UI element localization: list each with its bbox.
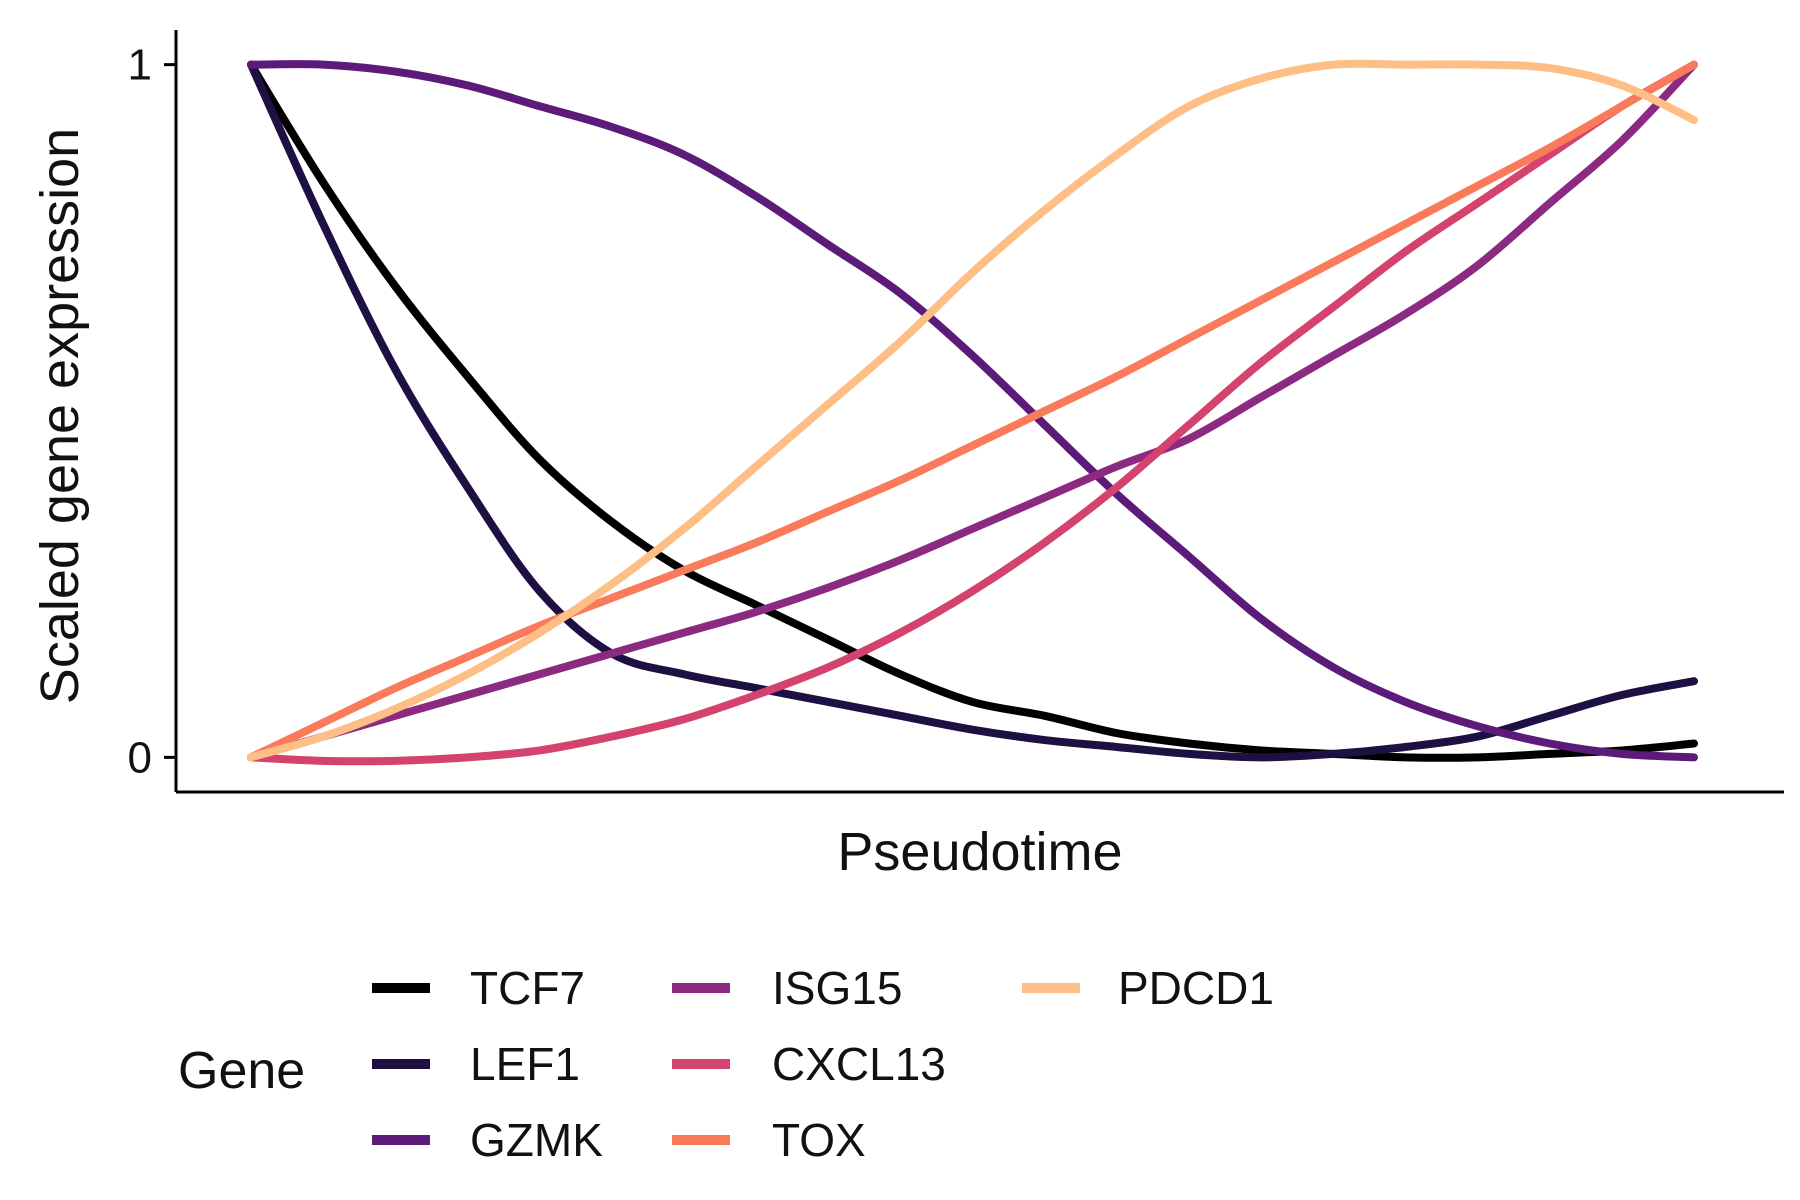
series-line-cxcl13 (247, 60, 1698, 766)
y-tick-label: 1 (128, 41, 152, 90)
series-line-lef1 (247, 60, 1698, 762)
y-tick-label: 0 (128, 733, 152, 782)
series-line-pdcd1 (247, 59, 1698, 762)
y-axis-ticks: 01 (128, 41, 176, 782)
legend-title: Gene (178, 1042, 305, 1100)
series-line-tox (247, 60, 1698, 762)
legend-label-lef1: LEF1 (470, 1038, 580, 1090)
y-axis-title: Scaled gene expression (30, 128, 90, 704)
legend-label-pdcd1: PDCD1 (1118, 962, 1274, 1014)
series-line-isg15 (247, 60, 1698, 762)
legend-label-tcf7: TCF7 (470, 962, 585, 1014)
x-axis-title: Pseudotime (837, 822, 1122, 882)
legend-label-cxcl13: CXCL13 (772, 1038, 946, 1090)
legend-label-isg15: ISG15 (772, 962, 902, 1014)
series-line-tcf7 (247, 60, 1698, 762)
legend-label-tox: TOX (772, 1114, 866, 1166)
legend-label-gzmk: GZMK (470, 1114, 603, 1166)
series-line-gzmk (247, 60, 1698, 762)
legend: TCF7 LEF1 GZMK ISG15 CXCL13 TOX PDCD1 (372, 962, 1274, 1166)
plot-area (247, 59, 1698, 766)
